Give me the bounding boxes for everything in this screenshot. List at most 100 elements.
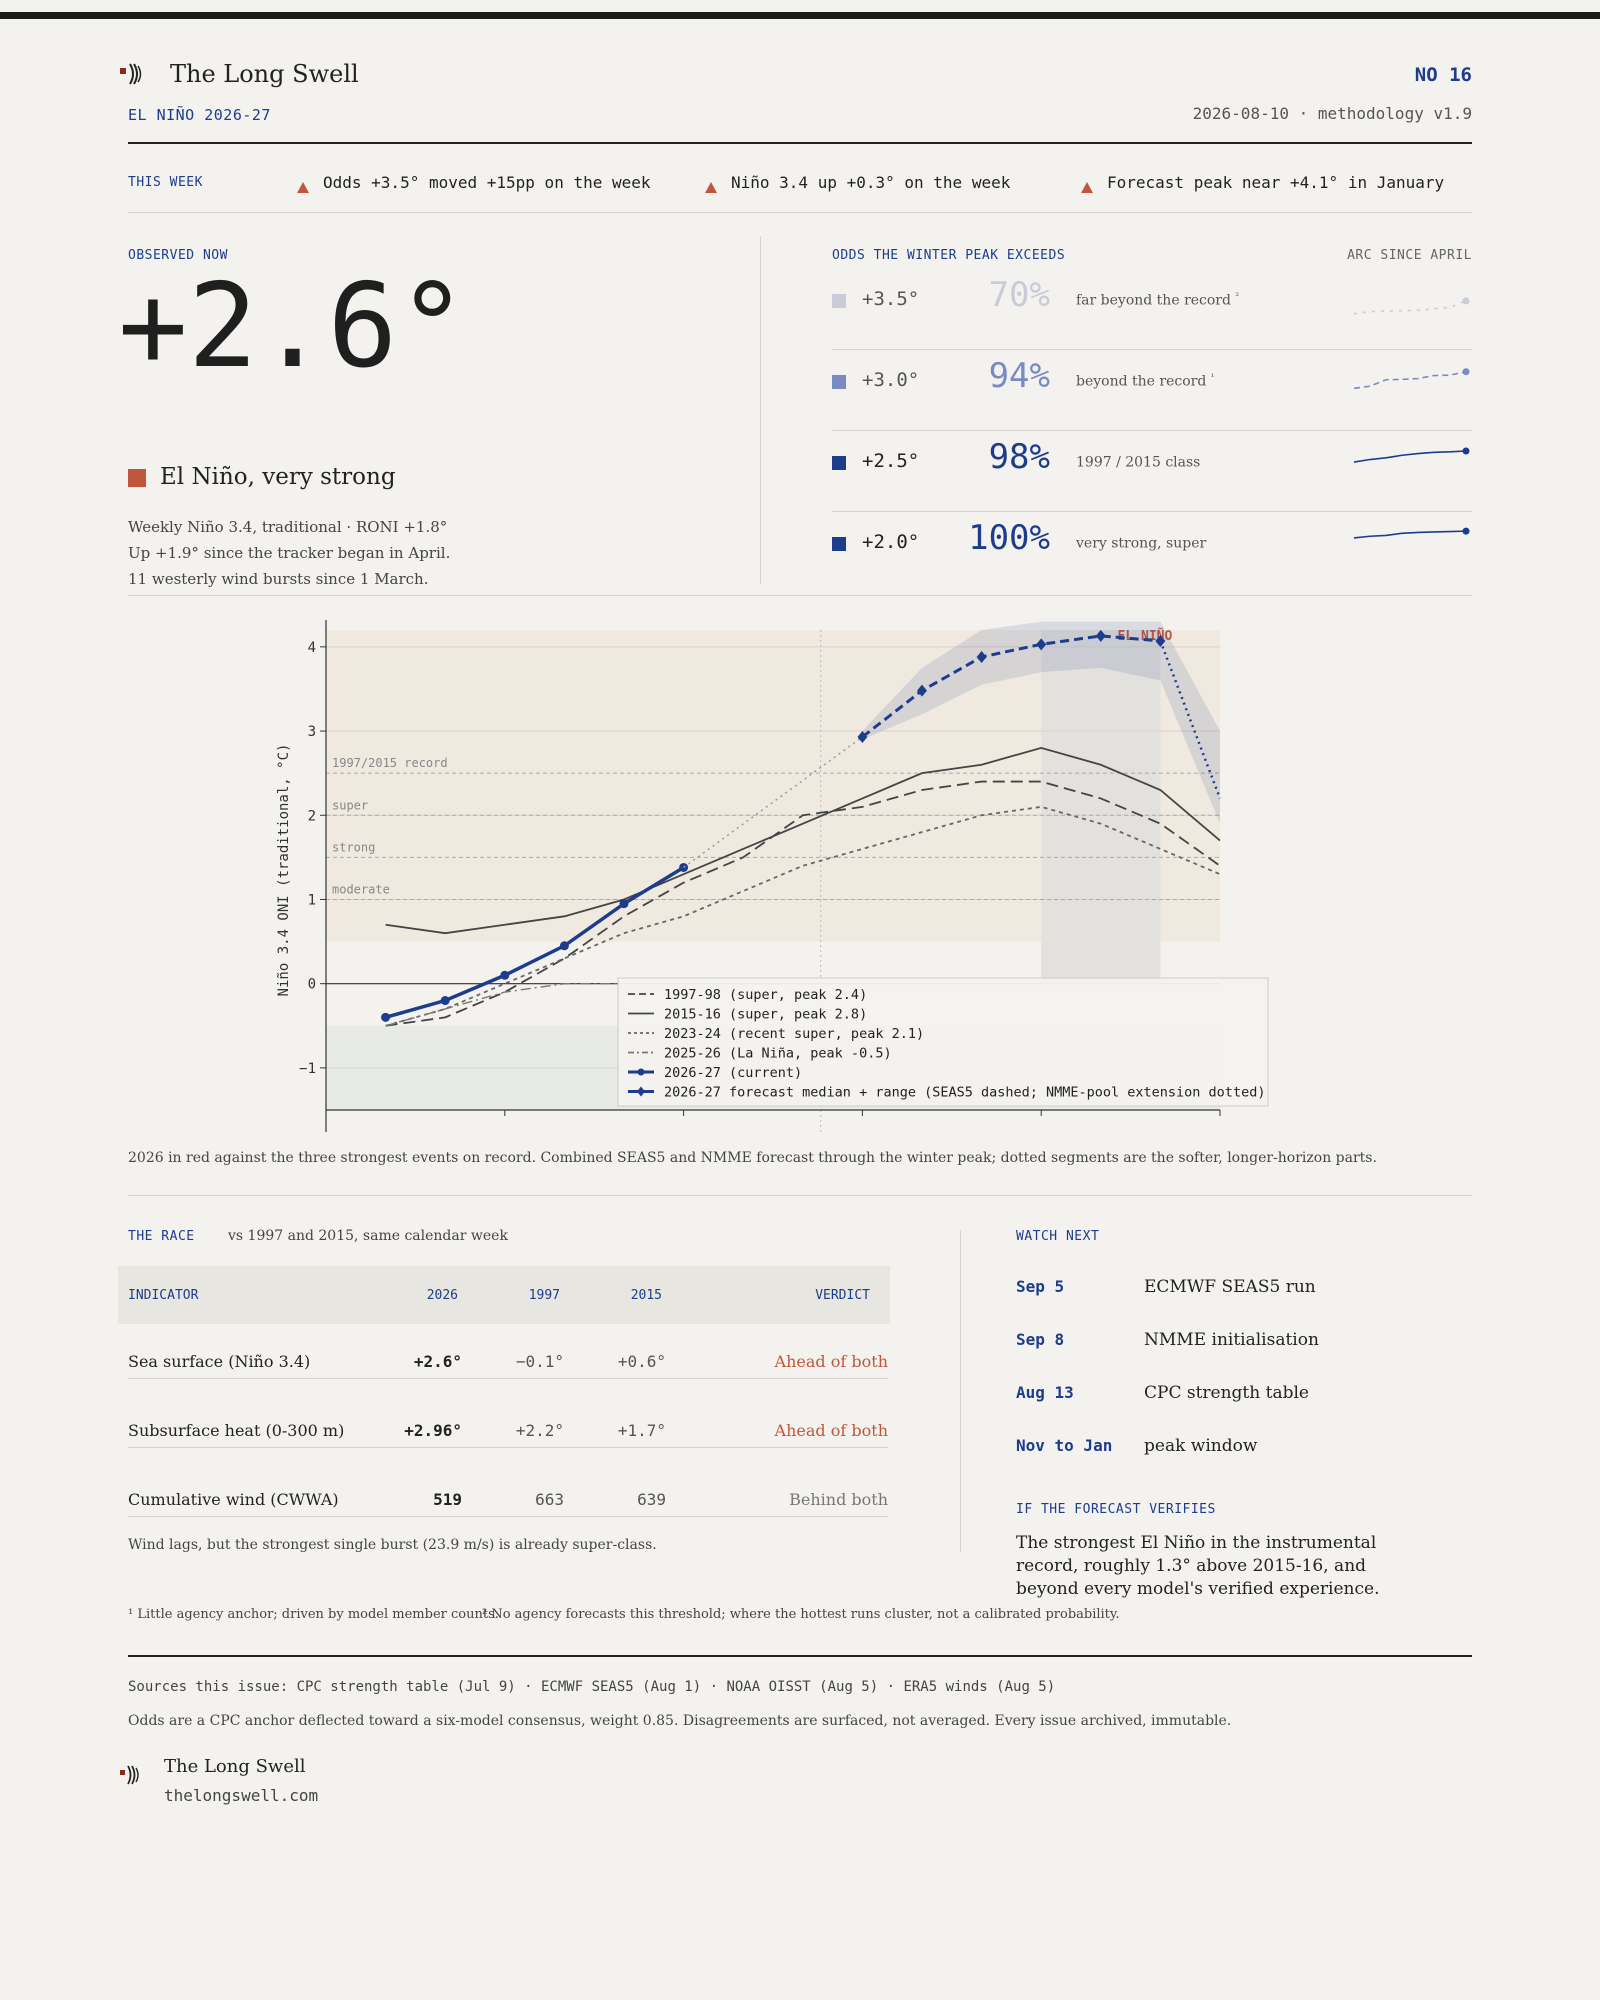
this-week-text: Forecast peak near +4.1° in January bbox=[1107, 173, 1445, 192]
odds-percent: 100% bbox=[968, 518, 1050, 558]
odds-footnote-ref: ² bbox=[1235, 292, 1240, 302]
race-table-header: INDICATOR 2026 1997 2015 VERDICT bbox=[118, 1266, 890, 1324]
odds-swatch bbox=[832, 537, 846, 551]
forecast-point bbox=[1095, 629, 1106, 642]
this-week-text: Odds +3.5° moved +15pp on the week bbox=[323, 173, 651, 192]
sparkline-path bbox=[1353, 370, 1467, 390]
footer-site-link[interactable]: thelongswell.com bbox=[164, 1786, 319, 1805]
odds-threshold: +3.0° bbox=[862, 369, 920, 391]
race-row-rule bbox=[128, 1516, 888, 1517]
legend-entry: 2015-16 (super, peak 2.8) bbox=[664, 1007, 867, 1023]
series-line-solid bbox=[385, 746, 1221, 935]
observed-note: Weekly Niño 3.4, traditional · RONI +1.8… bbox=[128, 518, 448, 536]
verify-text: The strongest El Niño in the instrumenta… bbox=[1016, 1533, 1380, 1599]
observed-label: OBSERVED NOW bbox=[128, 248, 228, 263]
race-2015: 639 bbox=[637, 1490, 666, 1509]
odds-threshold: +2.5° bbox=[862, 450, 920, 472]
odds-desc-text: very strong, super bbox=[1076, 535, 1207, 552]
watch-date: Nov to Jan bbox=[1016, 1436, 1113, 1455]
watch-item: Aug 13 CPC strength table bbox=[1016, 1383, 1416, 1413]
race-2015: +1.7° bbox=[617, 1421, 666, 1440]
chart-bottom-rule bbox=[128, 1195, 1472, 1196]
legend-marker bbox=[637, 1086, 645, 1097]
triangle-up-icon bbox=[297, 182, 309, 193]
peak-window-band bbox=[1041, 630, 1161, 984]
odds-desc-text: 1997 / 2015 class bbox=[1076, 454, 1201, 471]
race-indicator: Subsurface heat (0-300 m) bbox=[128, 1421, 345, 1440]
top-rule bbox=[0, 12, 1600, 19]
y-axis-label: Niño 3.4 ONI (traditional, °C) bbox=[276, 744, 292, 997]
race-row-rule bbox=[128, 1378, 888, 1379]
sparkline-end-dot bbox=[1462, 297, 1470, 305]
this-week-rule bbox=[128, 212, 1472, 213]
footer-logo[interactable] bbox=[118, 1764, 146, 1786]
watch-item: Sep 8 NMME initialisation bbox=[1016, 1330, 1416, 1360]
forecast-point bbox=[1155, 634, 1166, 647]
odds-swatch bbox=[832, 375, 846, 389]
observed-note: Up +1.9° since the tracker began in Apri… bbox=[128, 544, 451, 562]
sparkline-path bbox=[1353, 530, 1467, 539]
odds-arc-sparkline bbox=[1353, 447, 1470, 463]
this-week-label: THIS WEEK bbox=[128, 175, 203, 190]
odds-swatch bbox=[832, 294, 846, 308]
column-divider bbox=[760, 236, 761, 584]
watch-date: Aug 13 bbox=[1016, 1383, 1074, 1402]
sources-line: Sources this issue: CPC strength table (… bbox=[128, 1679, 1056, 1695]
race-2026: +2.6° bbox=[413, 1352, 462, 1371]
watch-text: ECMWF SEAS5 run bbox=[1144, 1277, 1316, 1297]
odds-desc: far beyond the record ² bbox=[1076, 292, 1239, 309]
race-2026: +2.96° bbox=[404, 1421, 462, 1440]
footer-brand-name[interactable]: The Long Swell bbox=[164, 1756, 306, 1777]
forecast-bridge bbox=[683, 736, 863, 869]
odds-swatch bbox=[832, 456, 846, 470]
triangle-up-icon bbox=[1081, 182, 1093, 193]
forecast-point bbox=[976, 650, 987, 663]
legend-entry: 2025-26 (La Niña, peak -0.5) bbox=[664, 1046, 892, 1062]
odds-row: +3.5° 70% far beyond the record ² bbox=[832, 270, 1472, 350]
swell-waves-icon bbox=[120, 63, 142, 85]
watch-text: NMME initialisation bbox=[1144, 1330, 1319, 1350]
brand-name[interactable]: The Long Swell bbox=[170, 60, 359, 88]
current-series-point bbox=[440, 996, 450, 1006]
odds-desc: 1997 / 2015 class bbox=[1076, 454, 1200, 471]
race-1997: +2.2° bbox=[515, 1421, 564, 1440]
legend-entry: 2026-27 forecast median + range (SEAS5 d… bbox=[664, 1085, 1265, 1101]
sparkline-path bbox=[1353, 450, 1467, 463]
sparkline-end-dot bbox=[1462, 447, 1470, 455]
footer-rule bbox=[128, 1655, 1472, 1657]
header-2026: 2026 bbox=[426, 1288, 458, 1303]
race-table-row: Cumulative wind (CWWA) 519 663 639 Behind bo… bbox=[128, 1490, 888, 1520]
race-1997: 663 bbox=[535, 1490, 564, 1509]
watch-text: peak window bbox=[1144, 1436, 1258, 1456]
race-1997: −0.1° bbox=[515, 1352, 564, 1371]
forecast-median-line bbox=[861, 634, 1161, 739]
brand-logo[interactable] bbox=[118, 62, 152, 88]
column-divider bbox=[960, 1230, 961, 1552]
legend-box bbox=[617, 977, 1269, 1107]
category-swatch bbox=[128, 469, 146, 487]
edition-subtitle: EL NIÑO 2026-27 bbox=[128, 106, 271, 124]
current-series-point bbox=[679, 862, 689, 872]
current-series-point bbox=[559, 941, 569, 951]
swell-waves-icon bbox=[120, 1765, 139, 1785]
legend-entry: 1997-98 (super, peak 2.4) bbox=[664, 987, 867, 1003]
odds-bottom-rule bbox=[128, 595, 1472, 596]
dateline: 2026-08-10 · methodology v1.9 bbox=[1192, 104, 1472, 123]
y-tick-label: −1 bbox=[299, 1061, 316, 1077]
current-series-point bbox=[381, 1012, 391, 1022]
odds-percent: 98% bbox=[988, 437, 1050, 477]
odds-row-rule bbox=[832, 430, 1472, 431]
observed-value: +2.6° bbox=[118, 259, 468, 394]
odds-desc: beyond the record ¹ bbox=[1076, 373, 1214, 390]
odds-percent: 94% bbox=[988, 356, 1050, 396]
odds-desc-text: beyond the record bbox=[1076, 373, 1207, 390]
series-line-dashed bbox=[385, 780, 1221, 1027]
forecast-point bbox=[917, 684, 927, 697]
race-table-row: Subsurface heat (0-300 m) +2.96° +2.2° +1.7… bbox=[128, 1421, 888, 1451]
odds-row: +2.0° 100% very strong, super bbox=[832, 513, 1472, 593]
observed-note: 11 westerly wind bursts since 1 March. bbox=[128, 570, 429, 588]
series-line-dashdot bbox=[385, 982, 624, 1027]
odds-footnote-ref: ¹ bbox=[1210, 373, 1215, 383]
y-tick-label: 0 bbox=[308, 977, 316, 993]
